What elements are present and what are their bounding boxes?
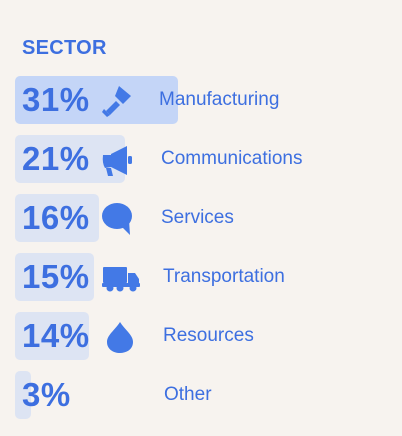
chart-title: SECTOR (22, 37, 107, 59)
value-label: 21% (22, 140, 90, 177)
megaphone-icon (101, 143, 135, 177)
bar-row-communications: 21% Communications (0, 135, 402, 183)
category-label: Services (161, 207, 234, 228)
bar-row-services: 16% Services (0, 194, 402, 242)
drop-icon (103, 320, 137, 354)
category-label: Other (164, 384, 212, 405)
value-label: 31% (22, 81, 90, 118)
category-label: Transportation (163, 266, 285, 287)
bar-manufacturing (15, 76, 178, 124)
bar-resources (15, 312, 89, 360)
speech-bubble-icon (101, 202, 135, 236)
value-label: 14% (22, 317, 90, 354)
shovel-icon (101, 84, 135, 118)
value-label: 16% (22, 199, 90, 236)
category-label: Communications (161, 148, 303, 169)
bar-services (15, 194, 100, 242)
value-label: 15% (22, 258, 90, 295)
bar-row-transportation: 15% Transportation (0, 253, 402, 301)
category-label: Resources (163, 325, 254, 346)
bar-transportation (15, 253, 94, 301)
bar-row-manufacturing: 31% Manufacturing (0, 76, 402, 124)
value-label: 3% (22, 376, 71, 413)
category-label: Manufacturing (159, 89, 280, 110)
truck-icon (101, 261, 141, 295)
bar-row-resources: 14% Resources (0, 312, 402, 360)
bar-row-other: 3% Other (0, 371, 402, 419)
bar-other (15, 371, 31, 419)
